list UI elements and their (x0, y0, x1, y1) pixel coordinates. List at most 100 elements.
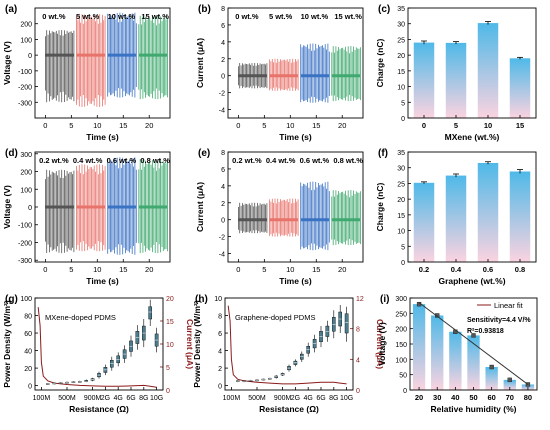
x-axis-label: Time (s) (86, 276, 119, 286)
series-label: 0.8 wt.% (140, 156, 170, 165)
panel-label: (c) (378, 4, 390, 15)
x-tick-label: 10 (286, 265, 294, 274)
x-tick-label: 80 (524, 393, 532, 402)
box-item (293, 359, 298, 367)
y-tick-label: -200 (18, 240, 32, 247)
y-tick-label: 2 (218, 366, 222, 373)
box-item (255, 379, 259, 382)
box-item (84, 379, 88, 383)
y-tick-label: -2 (219, 235, 225, 242)
x-tick-label: 4G (114, 395, 123, 402)
x-axis-label: Time (s) (279, 132, 312, 142)
x-tick-label: 6G (316, 395, 325, 402)
x-tick-label: 0 (43, 265, 47, 274)
y-tick-label: 6 (221, 167, 225, 174)
y-axis-label: Current (μA) (195, 38, 205, 88)
y2-tick-label: 15 (166, 319, 174, 326)
signal-series (76, 14, 106, 107)
series-label: 0.4 wt.% (266, 156, 296, 165)
signal-series (238, 63, 268, 89)
box-item (90, 377, 95, 382)
plot-frame (34, 7, 171, 119)
x-axis-label: Resistance (Ω) (69, 404, 129, 414)
x-tick-label: 0 (43, 121, 47, 130)
box-item (116, 352, 120, 367)
x-tick-label: 15 (312, 265, 320, 274)
x-tick-label: 15 (312, 121, 320, 130)
y-axis-label: Voltage (V) (2, 185, 12, 229)
signal-series (107, 157, 137, 255)
box-item (77, 380, 82, 383)
data-point (471, 333, 476, 338)
x-tick-label: 0.8 (515, 265, 525, 274)
x-tick-label: 40 (451, 393, 459, 402)
box-item (58, 382, 63, 384)
x-tick-label: 15 (516, 121, 524, 130)
x-tick-label: 500M (58, 395, 76, 402)
y2-axis-label: Current (μA) (185, 319, 195, 369)
panel-annotation: MXene-doped PDMS (45, 313, 116, 322)
x-tick-label: 10 (286, 121, 294, 130)
y2-tick-label: 5 (166, 365, 170, 372)
y-axis-label: Voltage (V) (2, 41, 12, 85)
data-point (507, 377, 512, 383)
series-label: 15 wt.% (334, 12, 362, 21)
signal-series (331, 190, 361, 246)
y-tick-label: 200 (20, 22, 32, 29)
box-item (344, 306, 349, 342)
bar (413, 182, 435, 262)
y-tick-label: 25 (397, 37, 405, 44)
panel-i: 0 50 100 150 200 250 300 Voltage (V) 20 30 40 50 60 7… (377, 294, 538, 414)
y-tick-label: 100 (20, 37, 32, 44)
y-tick-label: 8 (221, 150, 225, 157)
x-tick-label: 70 (506, 393, 514, 402)
box-rect (148, 306, 153, 320)
x-tick-label: 900M (84, 395, 102, 402)
signal-series (45, 30, 75, 103)
box-item (52, 382, 56, 385)
series-label: 5 wt.% (269, 12, 293, 21)
x-tick-label: 5 (262, 265, 266, 274)
plot-frame (227, 151, 364, 263)
r2-annotation: R²=0.93818 (467, 328, 504, 335)
x-tick-label: 60 (487, 393, 495, 402)
x-tick-label: 20 (338, 265, 346, 274)
plot-frame (34, 151, 171, 263)
bar (449, 331, 462, 390)
bar (412, 304, 426, 390)
y-tick-label: 0 (403, 388, 407, 395)
box-item (141, 319, 146, 348)
box-item (129, 335, 133, 357)
y-tick-label: 100 (20, 296, 32, 303)
y-axis-label: Charge (nC) (375, 39, 385, 88)
series-label: 5 wt.% (76, 12, 100, 21)
x-tick-label: 30 (433, 393, 441, 402)
box-item (248, 379, 253, 382)
series-label: 10 wt.% (108, 12, 136, 21)
y-tick-label: 15 (397, 69, 405, 76)
plot-frame (224, 297, 354, 391)
y-tick-label: -200 (18, 85, 32, 92)
x-axis-label: Time (s) (86, 132, 119, 142)
y-tick-label: 0 (221, 74, 225, 81)
x-tick-label: 15 (119, 121, 127, 130)
sensitivity-annotation: Sensitivity=4.4 V/% (467, 317, 531, 324)
y-tick-label: 5 (401, 100, 405, 107)
y-tick-label: 300 (20, 152, 32, 159)
box-item (274, 375, 279, 379)
y-tick-label: 25 (397, 181, 405, 188)
box-item (280, 372, 285, 376)
y-tick-label: 50 (399, 373, 407, 380)
x-tick-label: 0.2 (419, 265, 429, 274)
bar (503, 379, 516, 390)
y-tick-label: 200 (20, 170, 32, 177)
series-label: 0.4 wt.% (73, 156, 103, 165)
current-line (227, 305, 347, 385)
x-tick-label: 4G (304, 395, 313, 402)
x-axis-label: MXene (wt.%) (445, 132, 500, 142)
y-tick-label: 4 (221, 40, 225, 47)
box-item (122, 345, 127, 363)
y-tick-label: 4 (221, 184, 225, 191)
y-tick-label: 10 (214, 296, 222, 303)
y-tick-label: -300 (18, 258, 32, 265)
